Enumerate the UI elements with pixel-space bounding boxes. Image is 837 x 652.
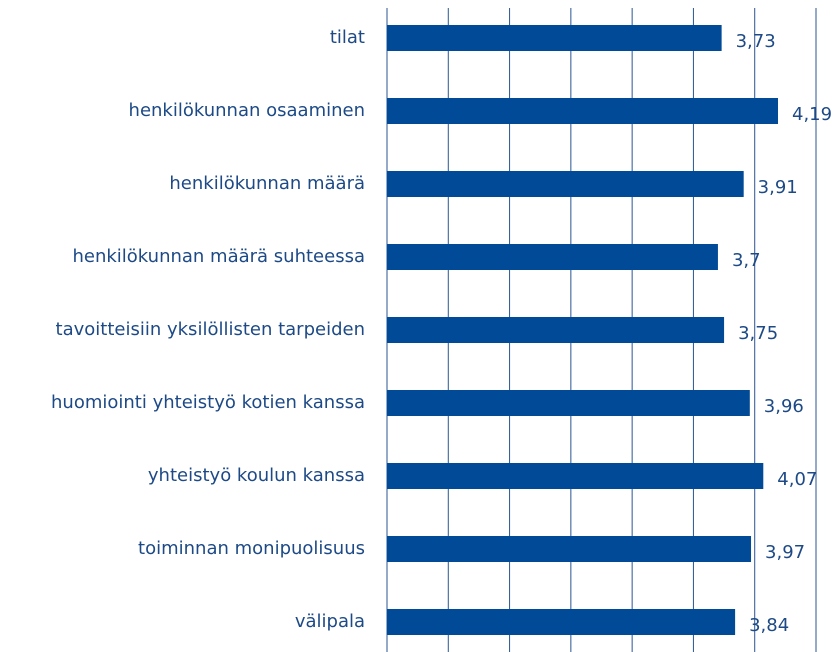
bar	[387, 609, 736, 635]
y-tick-label: yhteistyö koulun kanssa	[148, 465, 365, 486]
bar	[387, 244, 718, 270]
bar	[387, 317, 725, 343]
y-tick-label: tavoitteisiin yksilöllisten tarpeiden	[56, 319, 365, 340]
value-label: 3,96	[764, 396, 804, 417]
bar	[387, 98, 779, 124]
value-label: 3,91	[758, 177, 798, 198]
bar	[387, 390, 750, 416]
y-tick-label: henkilökunnan määrä suhteessa	[72, 246, 365, 267]
bar	[387, 25, 722, 51]
value-label: 4,19	[792, 104, 832, 125]
y-tick-label: henkilökunnan määrä	[169, 173, 365, 194]
value-label: 3,75	[738, 323, 778, 344]
y-tick-label: tilat	[330, 27, 365, 48]
y-tick-label: huomiointi yhteistyö kotien kanssa	[51, 392, 365, 413]
bar	[387, 536, 752, 562]
value-label: 4,07	[777, 469, 817, 490]
bar	[387, 463, 764, 489]
value-label: 3,73	[736, 31, 776, 52]
value-label: 3,84	[749, 615, 789, 636]
value-label: 3,7	[732, 250, 761, 271]
value-label: 3,97	[765, 542, 805, 563]
y-tick-label: henkilökunnan osaaminen	[129, 100, 365, 121]
y-tick-label: välipala	[295, 611, 365, 632]
bar	[387, 171, 744, 197]
y-tick-label: toiminnan monipuolisuus	[138, 538, 365, 559]
